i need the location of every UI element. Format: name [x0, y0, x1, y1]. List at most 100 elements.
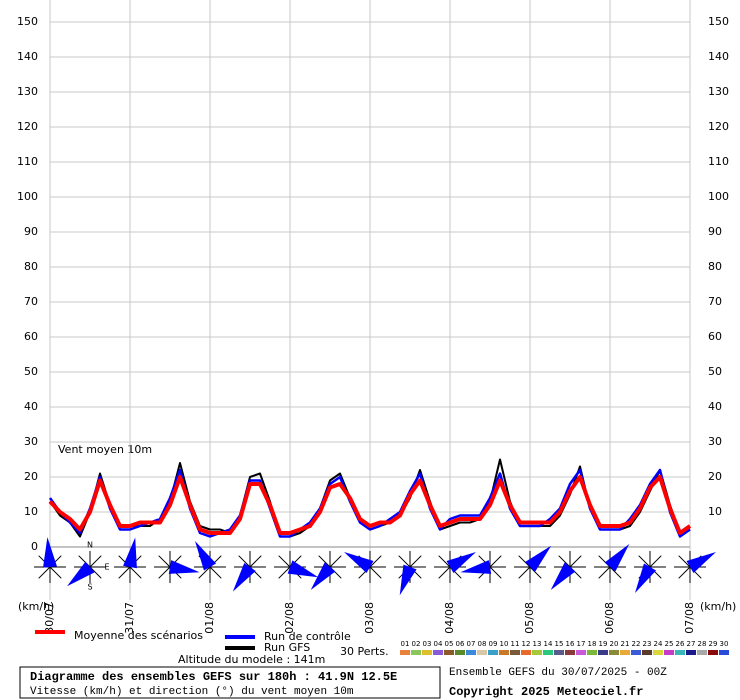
perturbation-label: 23: [643, 640, 652, 648]
y-tick-label: 150: [17, 15, 38, 28]
perturbation-swatch: [653, 650, 663, 655]
perturbation-label: 12: [522, 640, 531, 648]
perturbation-swatch: [532, 650, 542, 655]
compass-spoke: [158, 555, 171, 568]
wind-arrow: [43, 537, 57, 568]
compass-spoke: [409, 555, 422, 568]
x-tick-label: 05/08: [523, 602, 536, 634]
perturbation-label: 18: [588, 640, 597, 648]
title-box: [19, 666, 441, 699]
x-tick-label: 03/08: [363, 602, 376, 634]
series-line: [48, 475, 692, 535]
perturbation-label: 17: [577, 640, 586, 648]
perturbation-swatch: [565, 650, 575, 655]
perturbation-swatch: [686, 650, 696, 655]
y-tick-label: 70: [24, 295, 38, 308]
compass-spoke: [278, 555, 291, 568]
y-tick-label-right: 30: [708, 435, 722, 448]
wind-arrow: [310, 562, 336, 590]
compass-spoke: [278, 566, 291, 579]
wind-arrow: [168, 560, 200, 574]
perturbation-label: 16: [566, 640, 575, 648]
compass-spoke: [89, 555, 102, 568]
perturbation-label: 19: [599, 640, 608, 648]
legend-label: Run de contrôle: [264, 630, 351, 643]
chart-title: Diagramme des ensembles GEFS sur 180h : …: [30, 670, 397, 684]
perturbation-swatch: [455, 650, 465, 655]
perturbation-label: 30: [720, 640, 729, 648]
compass-spoke: [49, 566, 62, 579]
perturbation-swatch: [422, 650, 432, 655]
perturbation-label: 26: [676, 640, 685, 648]
perturbation-swatch: [631, 650, 641, 655]
compass-spoke: [249, 555, 262, 568]
compass-spoke: [649, 555, 662, 568]
compass-spoke: [438, 566, 451, 579]
y-tick-label-right: 10: [708, 505, 722, 518]
compass-spoke: [678, 566, 691, 579]
perturbation-swatch: [400, 650, 410, 655]
perturbation-swatch: [719, 650, 729, 655]
compass-spoke: [118, 566, 131, 579]
y-tick-label: 130: [17, 85, 38, 98]
perturbation-label: 27: [687, 640, 696, 648]
y-tick-label-right: 130: [708, 85, 729, 98]
perturbation-label: 25: [665, 640, 674, 648]
y-tick-label-right: 80: [708, 260, 722, 273]
perturbation-label: 10: [500, 640, 509, 648]
y-tick-label-right: 70: [708, 295, 722, 308]
perturbation-swatch: [587, 650, 597, 655]
perturbation-label: 06: [456, 640, 465, 648]
x-tick-label: 02/08: [283, 602, 296, 634]
compass-spoke: [198, 566, 211, 579]
perturbation-swatch: [488, 650, 498, 655]
x-tick-label: 06/08: [603, 602, 616, 634]
perturbation-label: 02: [412, 640, 421, 648]
x-tick-label: 01/08: [203, 602, 216, 634]
compass-spoke: [369, 566, 382, 579]
y-tick-label-right: 60: [708, 330, 722, 343]
perturbation-label: 20: [610, 640, 619, 648]
compass-spoke: [598, 566, 611, 579]
compass-spoke: [609, 566, 622, 579]
perturbations-label: 30 Perts.: [340, 645, 389, 658]
chart-subtitle: Vitesse (km/h) et direction (°) du vent …: [30, 686, 354, 698]
y-tick-label-right: 90: [708, 225, 722, 238]
perturbation-swatch: [543, 650, 553, 655]
y-tick-label-right: 140: [708, 50, 729, 63]
perturbation-label: 11: [511, 640, 520, 648]
perturbation-swatch: [477, 650, 487, 655]
y-tick-label: 20: [24, 470, 38, 483]
perturbation-label: 22: [632, 640, 641, 648]
wind-arrow: [287, 560, 319, 578]
y-unit-right: (km/h): [700, 600, 736, 613]
x-tick-label: 30/07: [43, 602, 56, 634]
perturbation-label: 15: [555, 640, 564, 648]
compass-spoke: [398, 555, 411, 568]
wind-arrow: [550, 562, 576, 590]
perturbation-swatch: [642, 650, 652, 655]
perturbation-swatch: [620, 650, 630, 655]
altitude: Altitude du modele : 141m: [178, 653, 325, 666]
compass-spoke: [209, 566, 222, 579]
perturbation-swatch: [664, 650, 674, 655]
compass-spoke: [678, 555, 691, 568]
perturbation-label: 28: [698, 640, 707, 648]
perturbation-label: 07: [467, 640, 476, 648]
perturbation-swatch: [609, 650, 619, 655]
perturbation-label: 04: [434, 640, 443, 648]
compass-spoke: [238, 555, 251, 568]
legend-label: Run GFS: [264, 641, 310, 654]
perturbation-label: 21: [621, 640, 630, 648]
y-tick-label-right: 40: [708, 400, 722, 413]
compass-spoke: [569, 555, 582, 568]
legend-label: Moyenne des scénarios: [74, 629, 203, 642]
compass-spoke: [329, 555, 342, 568]
perturbation-swatch: [433, 650, 443, 655]
wind-arrow: [344, 552, 374, 574]
compass-label: E: [104, 563, 109, 572]
wind-arrow: [232, 562, 256, 592]
y-tick-label: 60: [24, 330, 38, 343]
perturbation-swatch: [466, 650, 476, 655]
compass-label: N: [87, 541, 93, 550]
